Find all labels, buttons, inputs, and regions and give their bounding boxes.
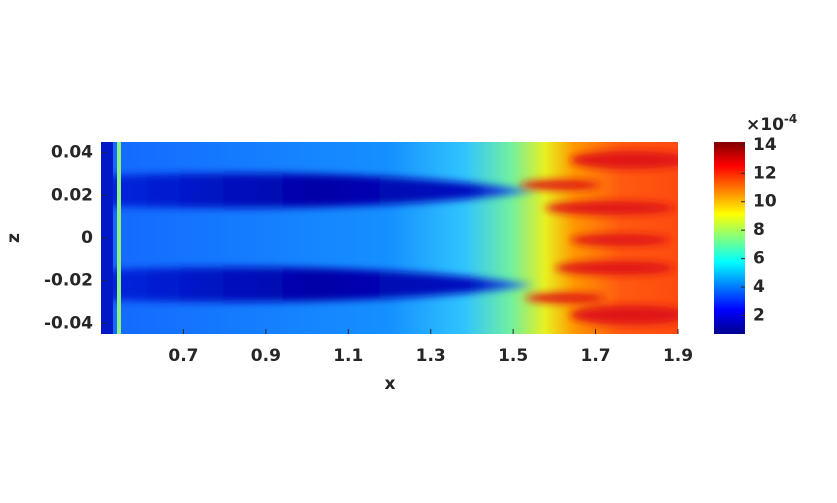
y-tick-label: 0.04	[51, 143, 93, 163]
x-tick-label: 1.9	[663, 346, 693, 366]
y-tick-label: -0.04	[44, 313, 93, 333]
colorbar-tick-label: 4	[753, 277, 765, 297]
colorbar-scale: ×10-4	[746, 112, 797, 136]
x-axis-label: x	[385, 374, 396, 394]
y-axis-label: z	[4, 233, 24, 243]
x-tick-label: 1.5	[498, 346, 528, 366]
x-tick-label: 1.3	[416, 346, 446, 366]
colorbar-tick-label: 8	[753, 220, 765, 240]
inlet-line	[117, 142, 121, 334]
inlet-strip	[101, 142, 113, 334]
y-tick-label: -0.02	[44, 271, 93, 291]
y-tick-label: 0.02	[51, 185, 93, 205]
x-tick-label: 1.1	[333, 346, 363, 366]
colorbar-tick-label: 6	[753, 249, 765, 269]
high-streaks	[520, 151, 678, 325]
colorbar	[714, 142, 745, 334]
y-tick-label: 0	[81, 228, 93, 248]
colorbar-tick-label: 10	[753, 192, 777, 212]
colorbar-tick-label: 12	[753, 163, 777, 183]
colorbar-scale-exponent: -4	[784, 112, 797, 126]
x-tick-label: 1.7	[581, 346, 611, 366]
low-band	[101, 173, 535, 209]
colorbar-tick-label: 2	[753, 306, 765, 326]
x-tick-label: 0.9	[251, 346, 281, 366]
heatmap-field	[101, 142, 678, 334]
low-band	[101, 267, 535, 303]
colorbar-scale-base: ×10	[746, 115, 784, 135]
colorbar-tick-label: 14	[753, 135, 777, 155]
x-tick-label: 0.7	[168, 346, 198, 366]
